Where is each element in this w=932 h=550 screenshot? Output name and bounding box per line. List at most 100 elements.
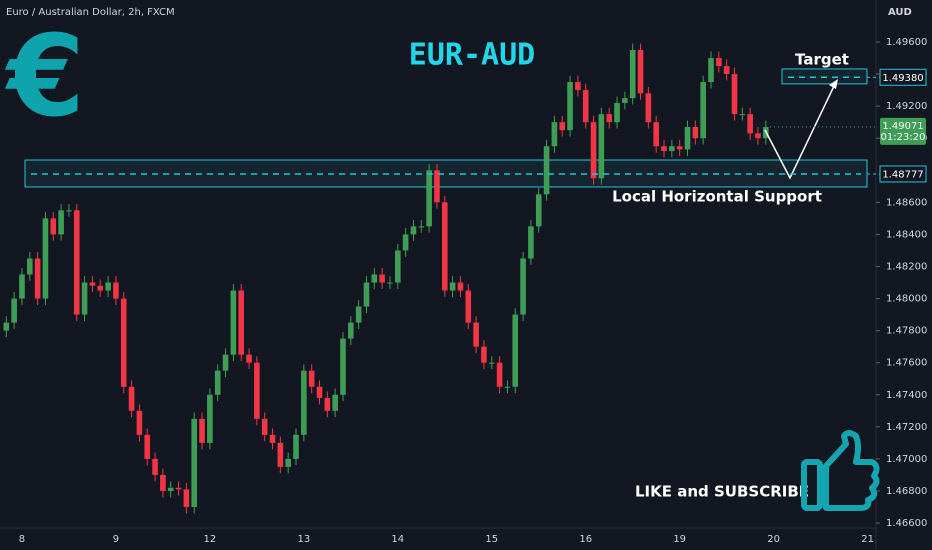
- candle-body: [19, 274, 25, 299]
- candle-body: [363, 282, 370, 307]
- y-tick-label: 1.48200: [886, 261, 927, 272]
- x-tick-label: 12: [204, 534, 217, 545]
- candle-body: [575, 82, 581, 91]
- x-tick-label: 8: [19, 534, 25, 545]
- candle-body: [520, 258, 526, 315]
- candle-body: [152, 458, 158, 475]
- candle-body: [113, 282, 119, 299]
- symbol-label: Euro / Australian Dollar, 2h, FXCM: [6, 7, 175, 18]
- candle-body: [340, 338, 346, 395]
- candle-body: [261, 418, 268, 435]
- projection-arrow: [764, 83, 836, 180]
- candle-body: [551, 122, 558, 147]
- arrow-head: [829, 79, 838, 89]
- y-tick-label: 1.49600: [886, 37, 927, 48]
- candle-body: [731, 74, 738, 115]
- y-tick-label: 1.48400: [886, 229, 927, 240]
- zone-label: Target: [795, 51, 849, 69]
- candle-body: [488, 362, 495, 364]
- candle-body: [81, 282, 88, 315]
- candle-body: [700, 82, 706, 139]
- candle-body: [293, 434, 299, 459]
- candle-body: [277, 442, 284, 467]
- candle-body: [481, 346, 487, 363]
- zone-box: [781, 68, 868, 85]
- x-tick-label: 16: [579, 534, 592, 545]
- x-tick-label: 14: [391, 534, 404, 545]
- candle-body: [167, 487, 174, 491]
- candle-body: [716, 58, 722, 67]
- candle-body: [465, 290, 472, 323]
- current-price-tag: [880, 117, 926, 145]
- candle-body: [89, 282, 96, 286]
- candle-body: [535, 194, 542, 227]
- candle-body: [473, 322, 479, 347]
- y-tick-label: 1.48000: [886, 294, 927, 305]
- candle-body: [457, 282, 464, 291]
- candle-body: [661, 146, 667, 152]
- candle-body: [676, 146, 683, 150]
- candle-body: [238, 290, 244, 355]
- candle-body: [3, 322, 10, 331]
- candle-body: [11, 298, 17, 323]
- candle-body: [105, 282, 111, 291]
- countdown-label: 01:23:20: [881, 132, 926, 143]
- y-tick-label: 1.48600: [886, 197, 927, 208]
- candle-body: [348, 322, 354, 339]
- x-tick-label: 21: [861, 534, 874, 545]
- candle-body: [97, 285, 104, 291]
- candles: [3, 43, 769, 514]
- candle-body: [418, 226, 425, 228]
- candle-body: [316, 386, 323, 398]
- candle-body: [629, 50, 636, 99]
- y-tick-label: 1.46600: [886, 518, 927, 529]
- candle-body: [199, 418, 205, 443]
- candle-body: [34, 258, 41, 299]
- candle-body: [191, 418, 198, 507]
- candle-body: [66, 210, 72, 212]
- x-tick-label: 13: [297, 534, 310, 545]
- candle-body: [136, 410, 143, 435]
- candle-body: [285, 458, 291, 467]
- candle-body: [120, 298, 127, 387]
- chart-title: EUR-AUD: [409, 38, 535, 73]
- candle-body: [183, 489, 190, 507]
- level-tag-label: 1.49380: [882, 73, 923, 84]
- candle-body: [269, 434, 276, 443]
- candle-body: [230, 290, 237, 355]
- candle-body: [308, 370, 315, 387]
- candle-body: [42, 218, 49, 299]
- candle-body: [402, 234, 409, 251]
- euro-logo: €: [4, 12, 85, 142]
- candle-body: [543, 146, 550, 195]
- y-tick-label: 1.47400: [886, 390, 927, 401]
- candle-body: [669, 146, 675, 152]
- candle-body: [26, 258, 33, 275]
- candle-body: [395, 250, 401, 283]
- candle-body: [434, 170, 440, 203]
- candle-body: [653, 122, 659, 147]
- x-tick-label: 20: [767, 534, 780, 545]
- candle-body: [622, 98, 628, 103]
- thumbs-up-icon: [801, 430, 880, 511]
- candle-body: [512, 314, 519, 387]
- candle-body: [175, 487, 182, 490]
- candle-body: [567, 82, 573, 131]
- candle-body: [58, 210, 64, 235]
- candle-body: [590, 122, 597, 179]
- candle-body: [637, 50, 644, 94]
- x-tick-label: 15: [485, 534, 498, 545]
- candle-body: [246, 354, 252, 363]
- candle-body: [324, 397, 331, 411]
- candle-body: [73, 210, 80, 315]
- x-tick-label: 9: [113, 534, 119, 545]
- candle-body: [504, 386, 511, 388]
- candle-body: [739, 114, 746, 116]
- candle-body: [582, 90, 589, 123]
- candle-body: [755, 133, 761, 139]
- candle-body: [387, 282, 393, 284]
- x-tick-label: 19: [673, 534, 686, 545]
- y-tick-label: 1.46800: [886, 486, 927, 497]
- candle-body: [598, 114, 605, 179]
